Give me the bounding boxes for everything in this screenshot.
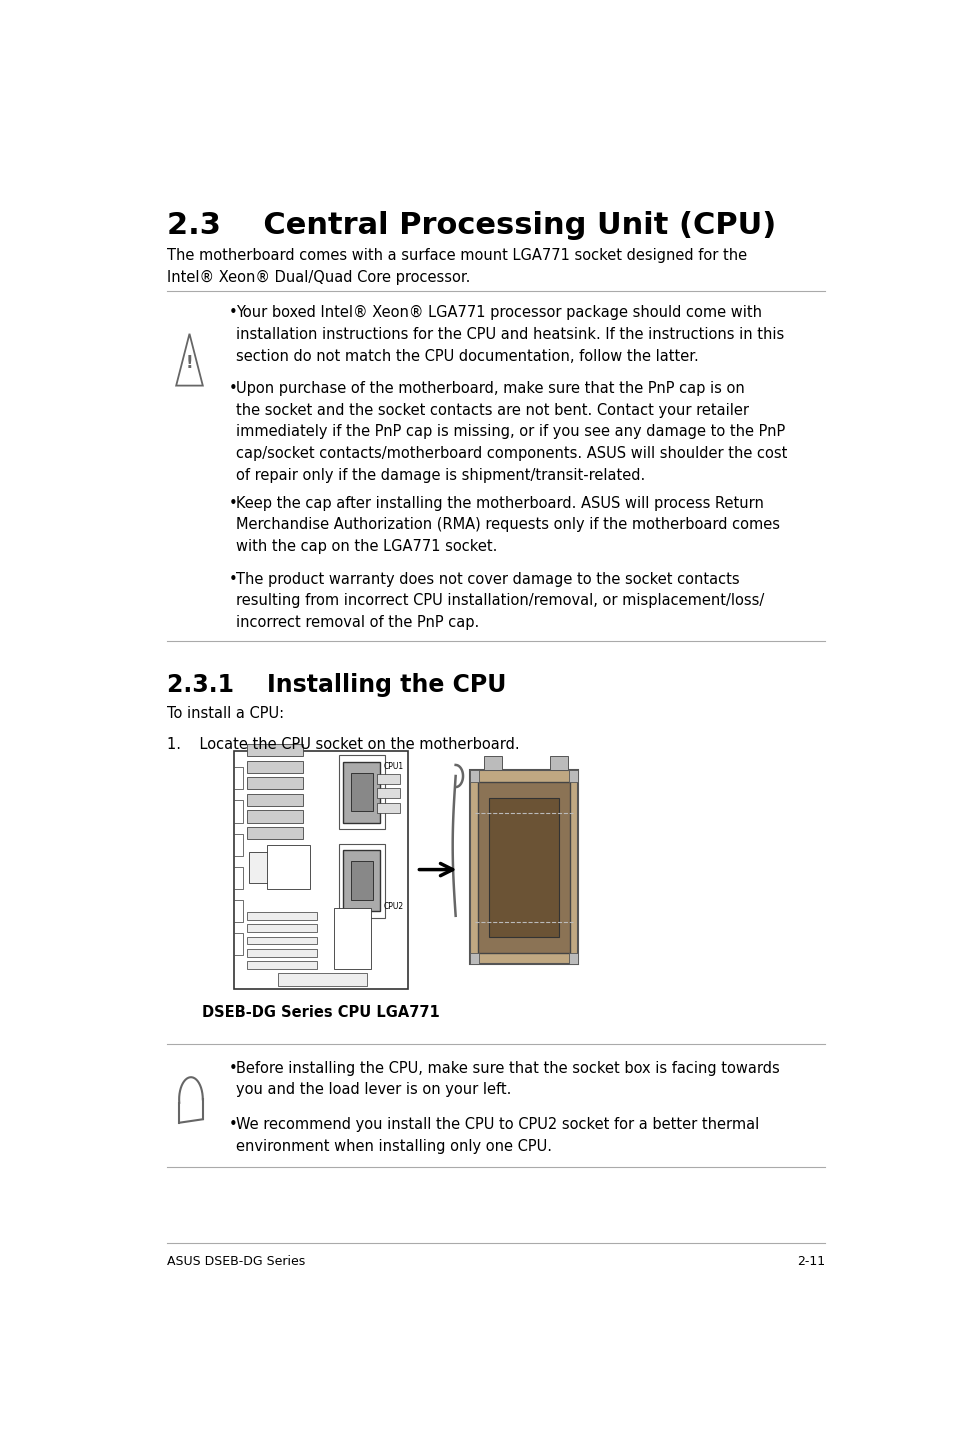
Text: •: • — [229, 496, 237, 510]
FancyBboxPatch shape — [470, 771, 577, 965]
Text: Upon purchase of the motherboard, make sure that the PnP cap is on
the socket an: Upon purchase of the motherboard, make s… — [235, 381, 786, 483]
Text: •: • — [229, 381, 237, 397]
FancyBboxPatch shape — [247, 827, 302, 840]
FancyBboxPatch shape — [247, 961, 317, 969]
Text: The product warranty does not cover damage to the socket contacts
resulting from: The product warranty does not cover dama… — [235, 572, 763, 630]
FancyBboxPatch shape — [247, 743, 302, 756]
FancyBboxPatch shape — [470, 771, 478, 782]
FancyBboxPatch shape — [376, 788, 400, 798]
Text: To install a CPU:: To install a CPU: — [167, 706, 284, 722]
FancyBboxPatch shape — [247, 811, 302, 823]
FancyBboxPatch shape — [233, 900, 243, 922]
FancyBboxPatch shape — [334, 907, 370, 969]
FancyBboxPatch shape — [568, 771, 577, 782]
FancyBboxPatch shape — [233, 801, 243, 823]
FancyBboxPatch shape — [376, 802, 400, 812]
FancyBboxPatch shape — [549, 756, 567, 771]
FancyBboxPatch shape — [233, 867, 243, 889]
FancyBboxPatch shape — [568, 953, 577, 965]
FancyBboxPatch shape — [488, 798, 558, 936]
FancyBboxPatch shape — [477, 782, 570, 953]
Text: 2.3.1    Installing the CPU: 2.3.1 Installing the CPU — [167, 673, 506, 697]
FancyBboxPatch shape — [247, 925, 317, 932]
Text: Your boxed Intel® Xeon® LGA771 processor package should come with
installation i: Your boxed Intel® Xeon® LGA771 processor… — [235, 305, 783, 364]
FancyBboxPatch shape — [233, 834, 243, 856]
FancyBboxPatch shape — [343, 762, 380, 823]
Text: 2-11: 2-11 — [797, 1255, 824, 1268]
Text: CPU2: CPU2 — [383, 902, 404, 912]
FancyBboxPatch shape — [351, 861, 373, 900]
Text: •: • — [229, 305, 237, 321]
FancyBboxPatch shape — [247, 949, 317, 956]
Text: •: • — [229, 1061, 237, 1076]
Text: The motherboard comes with a surface mount LGA771 socket designed for the
Intel®: The motherboard comes with a surface mou… — [167, 247, 746, 285]
FancyBboxPatch shape — [343, 850, 380, 912]
Text: !: ! — [186, 354, 193, 372]
Text: CPU1: CPU1 — [383, 762, 404, 771]
Text: Before installing the CPU, make sure that the socket box is facing towards
you a: Before installing the CPU, make sure tha… — [235, 1061, 779, 1097]
FancyBboxPatch shape — [247, 794, 302, 805]
FancyBboxPatch shape — [267, 844, 310, 889]
Text: •: • — [229, 572, 237, 587]
FancyBboxPatch shape — [278, 974, 367, 986]
FancyBboxPatch shape — [247, 912, 317, 920]
Text: 2.3    Central Processing Unit (CPU): 2.3 Central Processing Unit (CPU) — [167, 211, 776, 240]
FancyBboxPatch shape — [249, 853, 272, 883]
FancyBboxPatch shape — [247, 777, 302, 789]
FancyBboxPatch shape — [233, 933, 243, 955]
FancyBboxPatch shape — [470, 953, 478, 965]
FancyBboxPatch shape — [247, 936, 317, 945]
FancyBboxPatch shape — [376, 774, 400, 784]
FancyBboxPatch shape — [351, 772, 373, 811]
Text: ASUS DSEB-DG Series: ASUS DSEB-DG Series — [167, 1255, 305, 1268]
Text: DSEB-DG Series CPU LGA771: DSEB-DG Series CPU LGA771 — [202, 1005, 439, 1020]
FancyBboxPatch shape — [233, 766, 243, 789]
Text: Keep the cap after installing the motherboard. ASUS will process Return
Merchand: Keep the cap after installing the mother… — [235, 496, 780, 554]
Text: We recommend you install the CPU to CPU2 socket for a better thermal
environment: We recommend you install the CPU to CPU2… — [235, 1117, 759, 1153]
FancyBboxPatch shape — [483, 756, 501, 771]
Text: 1.    Locate the CPU socket on the motherboard.: 1. Locate the CPU socket on the motherbo… — [167, 738, 519, 752]
FancyBboxPatch shape — [233, 751, 407, 988]
FancyBboxPatch shape — [247, 761, 302, 772]
Text: •: • — [229, 1117, 237, 1132]
